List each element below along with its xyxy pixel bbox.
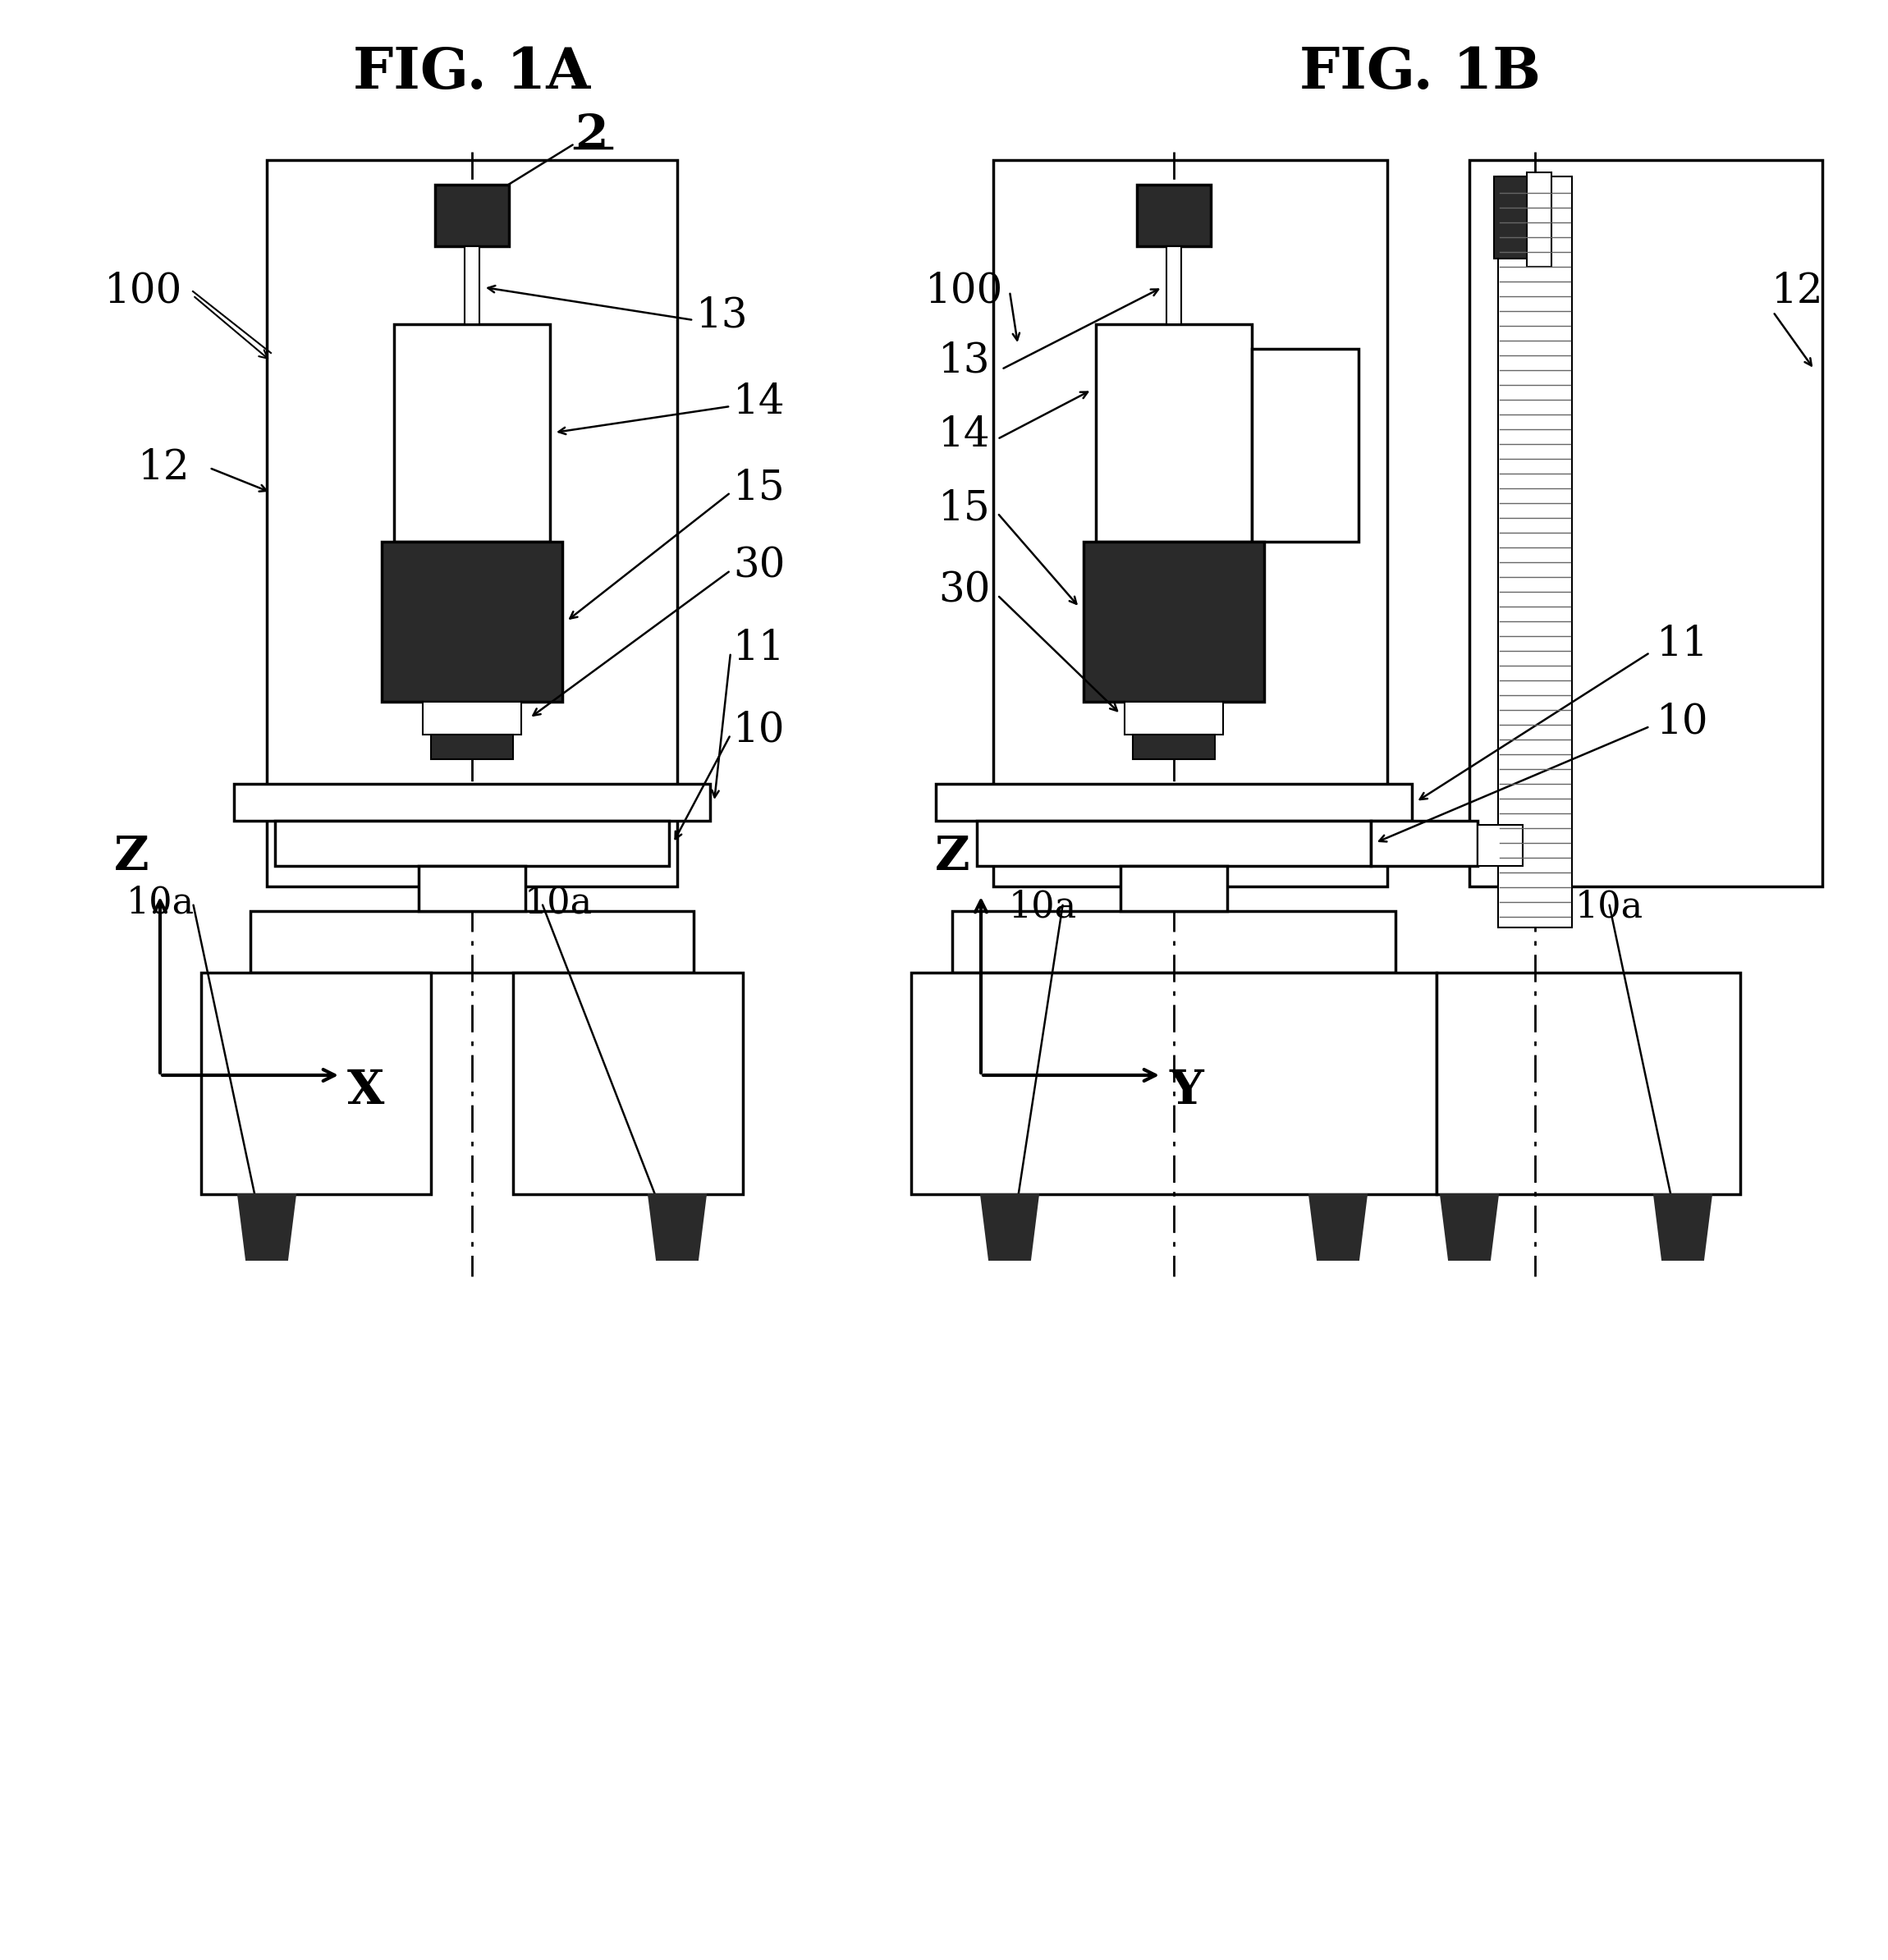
Bar [251, 911, 693, 972]
Text: 30: 30 [938, 570, 991, 612]
Polygon shape [1308, 1194, 1367, 1260]
Polygon shape [982, 1194, 1038, 1260]
Bar [1469, 161, 1822, 886]
Text: Z: Z [113, 833, 149, 880]
Text: FIG. 1A: FIG. 1A [353, 45, 591, 100]
Bar [1133, 735, 1214, 759]
Text: 100: 100 [925, 270, 1004, 312]
Polygon shape [238, 1194, 296, 1260]
Bar [464, 247, 480, 323]
Bar [1084, 541, 1265, 702]
Text: 11: 11 [1656, 623, 1709, 664]
Bar [912, 972, 1437, 1194]
Text: 10: 10 [1656, 702, 1709, 743]
Bar [395, 323, 549, 541]
Bar [993, 161, 1388, 886]
Bar [419, 866, 525, 911]
Bar [1095, 323, 1252, 541]
Text: FIG. 1B: FIG. 1B [1299, 45, 1541, 100]
Text: 10a: 10a [525, 886, 593, 921]
Text: 13: 13 [938, 341, 991, 382]
Text: X: X [347, 1068, 383, 1113]
Bar [266, 161, 678, 886]
Bar [952, 911, 1395, 972]
Bar [1120, 866, 1227, 911]
Bar [276, 821, 668, 866]
Text: 10a: 10a [1008, 890, 1076, 925]
Bar [976, 821, 1371, 866]
Text: Y: Y [1169, 1068, 1203, 1113]
Text: 100: 100 [104, 270, 183, 312]
Bar [202, 972, 430, 1194]
Bar [1437, 972, 1741, 1194]
Text: 2: 2 [574, 112, 608, 159]
Bar [1125, 702, 1223, 735]
Text: 10: 10 [733, 710, 785, 751]
Bar [1493, 176, 1527, 259]
Text: 15: 15 [733, 468, 785, 510]
Bar [430, 735, 514, 759]
Bar [1371, 821, 1478, 866]
Bar [1478, 825, 1524, 866]
Text: 12: 12 [1771, 270, 1824, 312]
Bar [1527, 172, 1552, 267]
Text: 14: 14 [938, 416, 991, 455]
Bar [423, 702, 521, 735]
Text: Z: Z [935, 833, 970, 880]
Polygon shape [1441, 1194, 1497, 1260]
Bar [234, 784, 710, 821]
Text: 14: 14 [733, 382, 785, 423]
Polygon shape [648, 1194, 706, 1260]
Text: 15: 15 [938, 488, 991, 529]
Bar [1137, 184, 1210, 247]
Text: 12: 12 [138, 447, 191, 488]
Text: 10a: 10a [126, 886, 194, 921]
Bar [434, 184, 510, 247]
Text: 11: 11 [733, 627, 785, 668]
Bar [1252, 349, 1359, 541]
Bar [381, 541, 563, 702]
Text: 13: 13 [697, 296, 748, 337]
Polygon shape [1654, 1194, 1712, 1260]
Text: 10a: 10a [1575, 890, 1643, 925]
Bar [514, 972, 742, 1194]
Bar [1497, 176, 1573, 927]
Bar [1167, 247, 1182, 323]
Text: 30: 30 [733, 547, 785, 586]
Bar [936, 784, 1412, 821]
